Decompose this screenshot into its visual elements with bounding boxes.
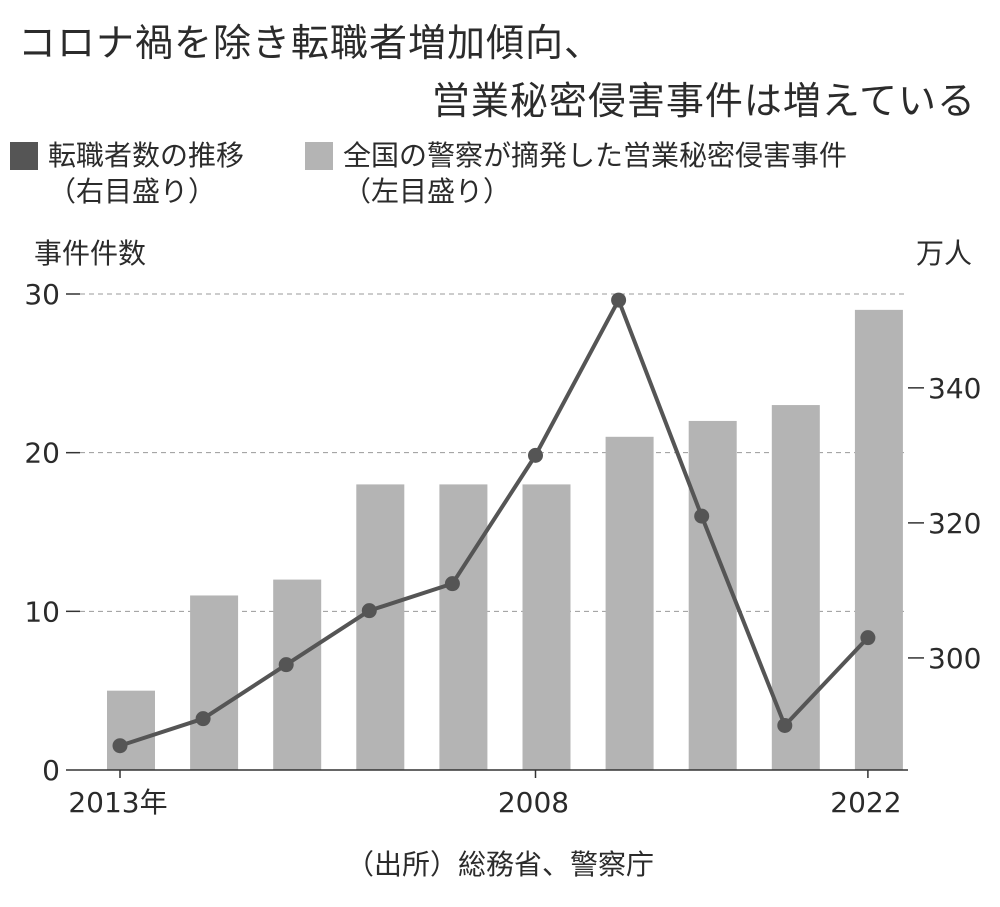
- x-axis-tick-label: 2022: [830, 786, 901, 819]
- bar: [190, 595, 239, 770]
- legend-label: 全国の警察が摘発した営業秘密侵害事件: [343, 139, 848, 172]
- left-axis-tick-label: 0: [42, 754, 60, 787]
- line-point: [444, 576, 460, 592]
- right-axis-unit: 万人: [915, 237, 972, 270]
- bar: [688, 420, 737, 770]
- chart-title-line2: 営業秘密侵害事件は増えている: [431, 79, 976, 123]
- x-axis-tick-label: 2008: [498, 786, 569, 819]
- line-point: [112, 738, 128, 754]
- x-axis-tick-label: 2013年: [68, 786, 167, 819]
- line-point: [278, 657, 294, 673]
- left-axis-tick-label: 30: [24, 278, 60, 311]
- left-axis-unit: 事件件数: [34, 237, 147, 270]
- line-point: [777, 717, 793, 733]
- legend-sublabel: （左目盛り）: [343, 175, 512, 208]
- bar: [854, 309, 903, 770]
- line-point: [694, 508, 710, 524]
- legend-swatch-line: [10, 142, 38, 170]
- right-axis-tick-label: 340: [928, 372, 981, 405]
- left-axis-tick-label: 20: [24, 437, 60, 470]
- legend-swatch-bar: [305, 142, 333, 170]
- legend-label: 転職者数の推移: [48, 139, 245, 172]
- line-point: [361, 603, 377, 619]
- source-note: （出所）総務省、警察庁: [345, 848, 654, 881]
- bar: [605, 436, 654, 770]
- bar: [356, 484, 405, 770]
- line-point: [611, 292, 627, 308]
- right-axis-tick-label: 300: [928, 642, 981, 675]
- line-point: [528, 447, 543, 463]
- line-series-job-changers: [119, 298, 870, 748]
- bar: [522, 484, 571, 770]
- line-point: [860, 630, 876, 646]
- legend-item-job-changers: 転職者数の推移 （右目盛り）: [10, 138, 244, 210]
- legend-item-trade-secret-cases: 全国の警察が摘発した営業秘密侵害事件 （左目盛り）: [305, 138, 847, 210]
- bar: [439, 484, 488, 770]
- chart-title-line1: コロナ禍を除き転職者増加傾向、: [18, 21, 604, 65]
- legend-sublabel: （右目盛り）: [48, 175, 217, 208]
- line-point: [195, 711, 211, 727]
- left-axis-tick-label: 10: [24, 595, 60, 628]
- bar: [107, 690, 155, 770]
- right-axis-tick-label: 320: [928, 507, 981, 540]
- bar: [273, 579, 322, 770]
